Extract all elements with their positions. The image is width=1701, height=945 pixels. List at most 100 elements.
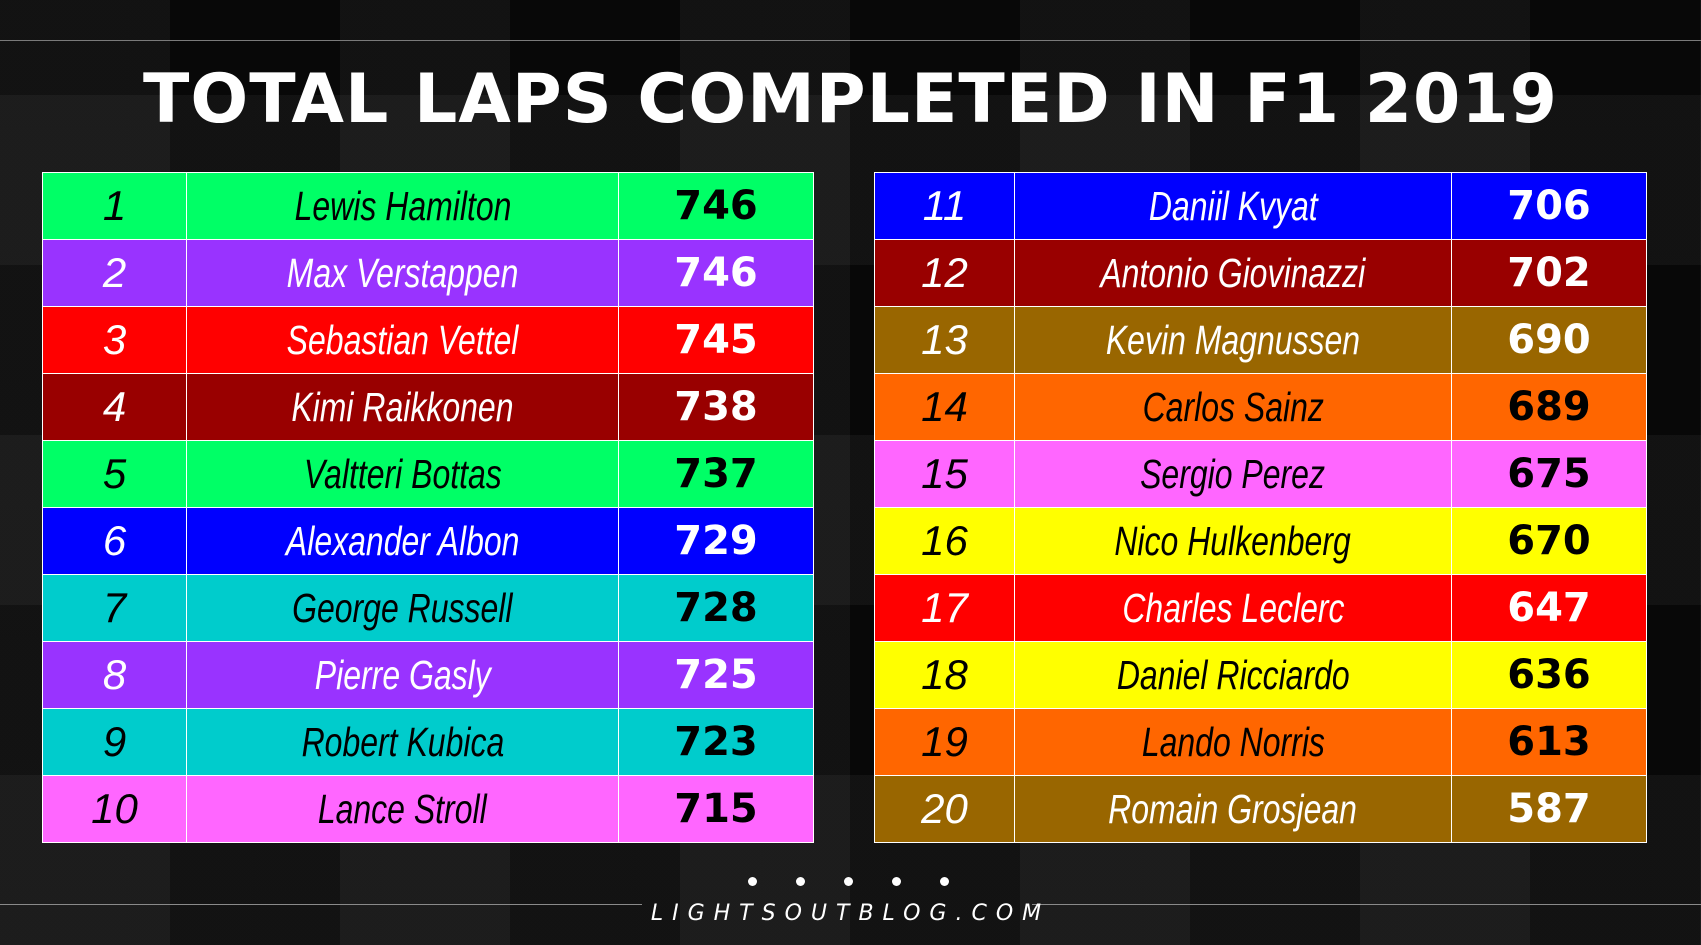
table-row: 11 Daniil Kvyat 706 [874,172,1647,240]
laps-cell: 725 [618,641,814,709]
position-cell: 18 [874,641,1015,709]
position-cell: 15 [874,440,1015,508]
driver-name: Alexander Albon [285,517,520,564]
driver-name-cell: Charles Leclerc [1014,574,1452,642]
laps-cell: 738 [618,373,814,441]
position-cell: 13 [874,306,1015,374]
laps-cell: 647 [1451,574,1647,642]
driver-name: Daniil Kvyat [1148,182,1318,229]
position-cell: 14 [874,373,1015,441]
driver-name: Lewis Hamilton [294,182,511,229]
position-cell: 17 [874,574,1015,642]
laps-cell: 737 [618,440,814,508]
laps-cell: 690 [1451,306,1647,374]
driver-name: Sebastian Vettel [286,316,519,363]
driver-name-cell: Carlos Sainz [1014,373,1452,441]
driver-name: Antonio Giovinazzi [1100,249,1366,296]
footer-dots [0,877,1701,887]
driver-name: George Russell [292,584,513,631]
table-row: 20 Romain Grosjean 587 [874,775,1647,843]
laps-cell: 723 [618,708,814,776]
laps-cell: 670 [1451,507,1647,575]
laps-cell: 728 [618,574,814,642]
page-title: TOTAL LAPS COMPLETED IN F1 2019 [143,60,1558,139]
footer-dot [844,877,853,886]
table-row: 1 Lewis Hamilton 746 [42,172,814,240]
table-row: 3 Sebastian Vettel 745 [42,306,814,374]
top-divider-line [0,40,1701,41]
table-row: 2 Max Verstappen 746 [42,239,814,307]
driver-name-cell: Sergio Perez [1014,440,1452,508]
table-row: 4 Kimi Raikkonen 738 [42,373,814,441]
table-row: 19 Lando Norris 613 [874,708,1647,776]
laps-table-left: 1 Lewis Hamilton 746 2 Max Verstappen 746 3 Seb… [42,172,814,843]
driver-name-cell: Pierre Gasly [186,641,619,709]
laps-cell: 636 [1451,641,1647,709]
driver-name-cell: Alexander Albon [186,507,619,575]
driver-name-cell: Daniel Ricciardo [1014,641,1452,709]
table-row: 9 Robert Kubica 723 [42,708,814,776]
table-row: 15 Sergio Perez 675 [874,440,1647,508]
table-row: 17 Charles Leclerc 647 [874,574,1647,642]
driver-name-cell: Valtteri Bottas [186,440,619,508]
driver-name: Valtteri Bottas [303,450,502,497]
laps-cell: 746 [618,172,814,240]
laps-cell: 715 [618,775,814,843]
position-cell: 20 [874,775,1015,843]
laps-cell: 613 [1451,708,1647,776]
driver-name-cell: Antonio Giovinazzi [1014,239,1452,307]
table-row: 16 Nico Hulkenberg 670 [874,507,1647,575]
position-cell: 6 [42,507,187,575]
laps-cell: 745 [618,306,814,374]
position-cell: 19 [874,708,1015,776]
driver-name: Charles Leclerc [1121,584,1345,631]
footer-dot [796,877,805,886]
footer-divider-right [1032,904,1701,905]
driver-name-cell: George Russell [186,574,619,642]
driver-name: Max Verstappen [286,249,519,296]
laps-cell: 702 [1451,239,1647,307]
table-row: 7 George Russell 728 [42,574,814,642]
footer-dot [748,877,757,886]
footer-dot [892,877,901,886]
position-cell: 4 [42,373,187,441]
table-row: 18 Daniel Ricciardo 636 [874,641,1647,709]
driver-name-cell: Lance Stroll [186,775,619,843]
position-cell: 8 [42,641,187,709]
position-cell: 7 [42,574,187,642]
driver-name-cell: Sebastian Vettel [186,306,619,374]
laps-cell: 675 [1451,440,1647,508]
driver-name: Kimi Raikkonen [291,383,514,430]
driver-name-cell: Kevin Magnussen [1014,306,1452,374]
laps-cell: 689 [1451,373,1647,441]
table-row: 13 Kevin Magnussen 690 [874,306,1647,374]
driver-name-cell: Kimi Raikkonen [186,373,619,441]
driver-name: Sergio Perez [1140,450,1326,497]
laps-cell: 746 [618,239,814,307]
driver-name: Daniel Ricciardo [1116,651,1350,698]
position-cell: 16 [874,507,1015,575]
driver-name-cell: Lando Norris [1014,708,1452,776]
table-row: 6 Alexander Albon 729 [42,507,814,575]
laps-cell: 729 [618,507,814,575]
driver-name: Nico Hulkenberg [1114,517,1352,564]
driver-name-cell: Romain Grosjean [1014,775,1452,843]
table-row: 12 Antonio Giovinazzi 702 [874,239,1647,307]
laps-cell: 587 [1451,775,1647,843]
position-cell: 2 [42,239,187,307]
table-row: 10 Lance Stroll 715 [42,775,814,843]
position-cell: 10 [42,775,187,843]
laps-table-right: 11 Daniil Kvyat 706 12 Antonio Giovinazzi 702… [874,172,1647,843]
table-row: 14 Carlos Sainz 689 [874,373,1647,441]
driver-name: Carlos Sainz [1142,383,1324,430]
position-cell: 11 [874,172,1015,240]
position-cell: 5 [42,440,187,508]
laps-cell: 706 [1451,172,1647,240]
position-cell: 1 [42,172,187,240]
brand-watermark: LIGHTSOUTBLOG.COM [650,901,1051,926]
driver-name: Romain Grosjean [1108,785,1358,832]
driver-name: Kevin Magnussen [1105,316,1361,363]
driver-name-cell: Nico Hulkenberg [1014,507,1452,575]
position-cell: 9 [42,708,187,776]
driver-name: Lance Stroll [318,785,487,832]
